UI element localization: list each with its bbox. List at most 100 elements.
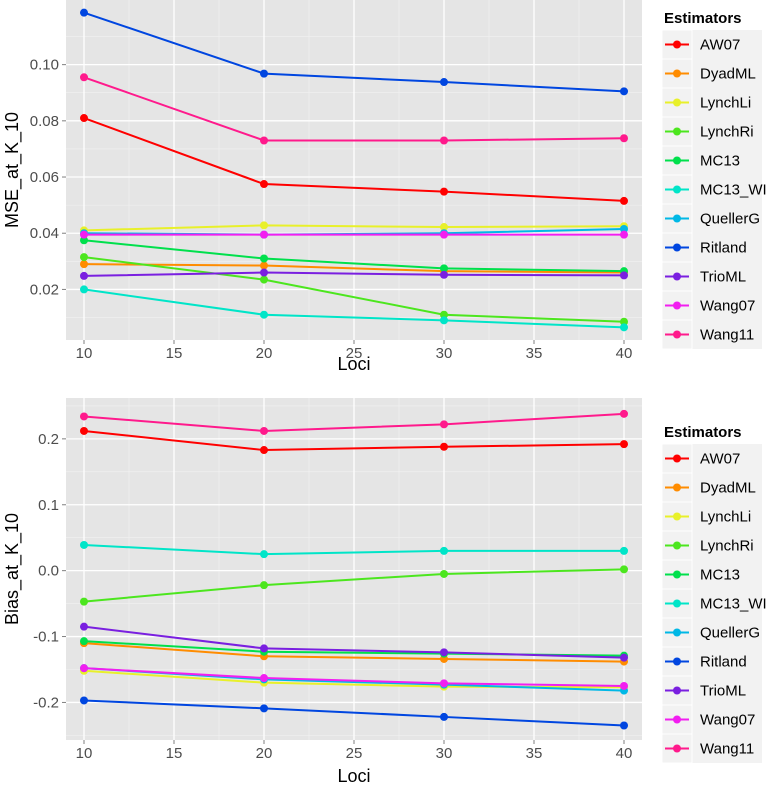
data-point-mc13	[440, 264, 448, 273]
legend-label-mc13_wi: MC13_WI	[700, 596, 767, 613]
data-point-ritland	[620, 721, 628, 730]
data-point-trioml	[260, 644, 268, 653]
legend-key-point	[673, 570, 681, 579]
series-line-aw07	[83, 117, 625, 202]
x-tick-label: 40	[616, 745, 633, 762]
data-point-lynchri	[260, 275, 268, 284]
data-point-wang11	[260, 426, 268, 435]
data-point-lynchri	[620, 317, 628, 326]
x-tick-label: 15	[166, 345, 183, 362]
data-point-ritland	[80, 8, 88, 17]
legend-key-point	[673, 541, 681, 550]
legend-label-wang11: Wang11	[700, 741, 754, 758]
legend-key-point	[673, 512, 681, 521]
legend-label-dyadml: DyadML	[700, 480, 756, 497]
legend-label-aw07: AW07	[700, 37, 740, 54]
data-point-mc13_wi	[80, 285, 88, 294]
legend-label-wang07: Wang07	[700, 712, 755, 729]
legend-label-wang11: Wang11	[700, 327, 754, 344]
data-point-lynchri	[440, 569, 448, 578]
data-point-wang11	[440, 420, 448, 429]
data-point-lynchli	[440, 223, 448, 232]
data-point-trioml	[80, 622, 88, 631]
series-line-lynchri	[83, 568, 625, 603]
series-line-mc13_wi	[83, 543, 624, 556]
x-tick-label: 10	[76, 745, 93, 762]
data-point-trioml	[620, 653, 628, 662]
series-line-trioml	[83, 625, 625, 659]
data-point-wang07	[440, 230, 448, 239]
x-tick-label: 20	[256, 345, 273, 362]
data-point-mc13	[260, 254, 268, 263]
data-point-wang07	[620, 230, 628, 239]
data-point-mc13_wi	[440, 546, 448, 555]
series-line-dyadml	[83, 263, 625, 274]
legend-key-point	[673, 454, 681, 463]
data-point-aw07	[620, 196, 628, 205]
x-axis-title: Loci	[337, 354, 370, 374]
x-tick-label: 20	[256, 745, 273, 762]
y-tick-label: 0.10	[30, 57, 59, 74]
data-point-aw07	[620, 440, 628, 449]
data-point-mc13_wi	[440, 316, 448, 325]
legend-key-point	[673, 185, 681, 194]
series-line-ritland	[83, 699, 625, 727]
legend-label-lynchri: LynchRi	[700, 538, 754, 555]
series-line-mc13	[83, 239, 625, 273]
legend-key-point	[673, 243, 681, 252]
legend-label-trioml: TrioML	[700, 269, 746, 286]
data-point-aw07	[260, 446, 268, 455]
data-point-ritland	[440, 78, 448, 87]
data-point-aw07	[260, 180, 268, 189]
x-tick-label: 30	[436, 745, 453, 762]
data-point-trioml	[440, 648, 448, 657]
x-tick-label: 25	[346, 345, 363, 362]
data-point-mc13_wi	[620, 323, 628, 332]
y-tick-label: 0.06	[30, 169, 59, 186]
data-point-ritland	[620, 87, 628, 96]
data-point-wang07	[260, 230, 268, 239]
data-point-wang07	[620, 681, 628, 690]
series-line-ritland	[83, 11, 625, 93]
y-axis-title: Bias_at_K_10	[2, 513, 23, 625]
series-line-wang07	[83, 667, 625, 687]
legend-key-point	[673, 127, 681, 136]
series-line-lynchli	[83, 224, 625, 232]
legend-label-mc13: MC13	[700, 153, 740, 170]
data-point-wang11	[620, 134, 628, 143]
legend-label-lynchli: LynchLi	[700, 95, 751, 112]
legend-key-point	[673, 98, 681, 107]
x-tick-label: 15	[166, 745, 183, 762]
legend-label-dyadml: DyadML	[700, 66, 756, 83]
x-tick-label: 10	[76, 345, 93, 362]
data-point-lynchri	[80, 253, 88, 262]
y-tick-label: 0.2	[38, 431, 59, 448]
y-tick-label: 0.04	[30, 225, 59, 242]
legend: Estimators AW07 DyadML LynchLi LynchRi MC13 MC…	[661, 10, 767, 350]
legend-label-ritland: Ritland	[700, 240, 747, 257]
y-tick-label: 0.02	[30, 281, 59, 298]
legend-key-point	[673, 628, 681, 637]
series-line-trioml	[83, 271, 625, 277]
data-point-ritland	[440, 712, 448, 721]
data-point-ritland	[80, 696, 88, 705]
legend-label-aw07: AW07	[700, 451, 740, 468]
legend-key-point	[673, 156, 681, 165]
y-tick-label: -0.2	[33, 694, 59, 711]
legend-key-point	[673, 657, 681, 666]
data-point-aw07	[80, 114, 88, 123]
mse-chart: 10 15 20 25 30 35 40 0.02 0.04 0.06 0.08 0.10 Loci MS…	[2, 0, 767, 374]
legend-key-point	[673, 330, 681, 339]
legend-key-point	[673, 214, 681, 223]
data-point-mc13_wi	[620, 546, 628, 555]
y-tick-label: -0.1	[33, 629, 59, 646]
legend-key-point	[673, 744, 681, 753]
data-point-aw07	[440, 187, 448, 196]
data-point-mc13	[80, 637, 88, 646]
series-line-mc13_wi	[83, 288, 625, 329]
data-point-wang11	[80, 412, 88, 421]
x-tick-label: 35	[526, 745, 543, 762]
data-point-dyadml	[260, 261, 268, 270]
legend-key-point	[673, 301, 681, 310]
legend-label-lynchli: LynchLi	[700, 509, 751, 526]
